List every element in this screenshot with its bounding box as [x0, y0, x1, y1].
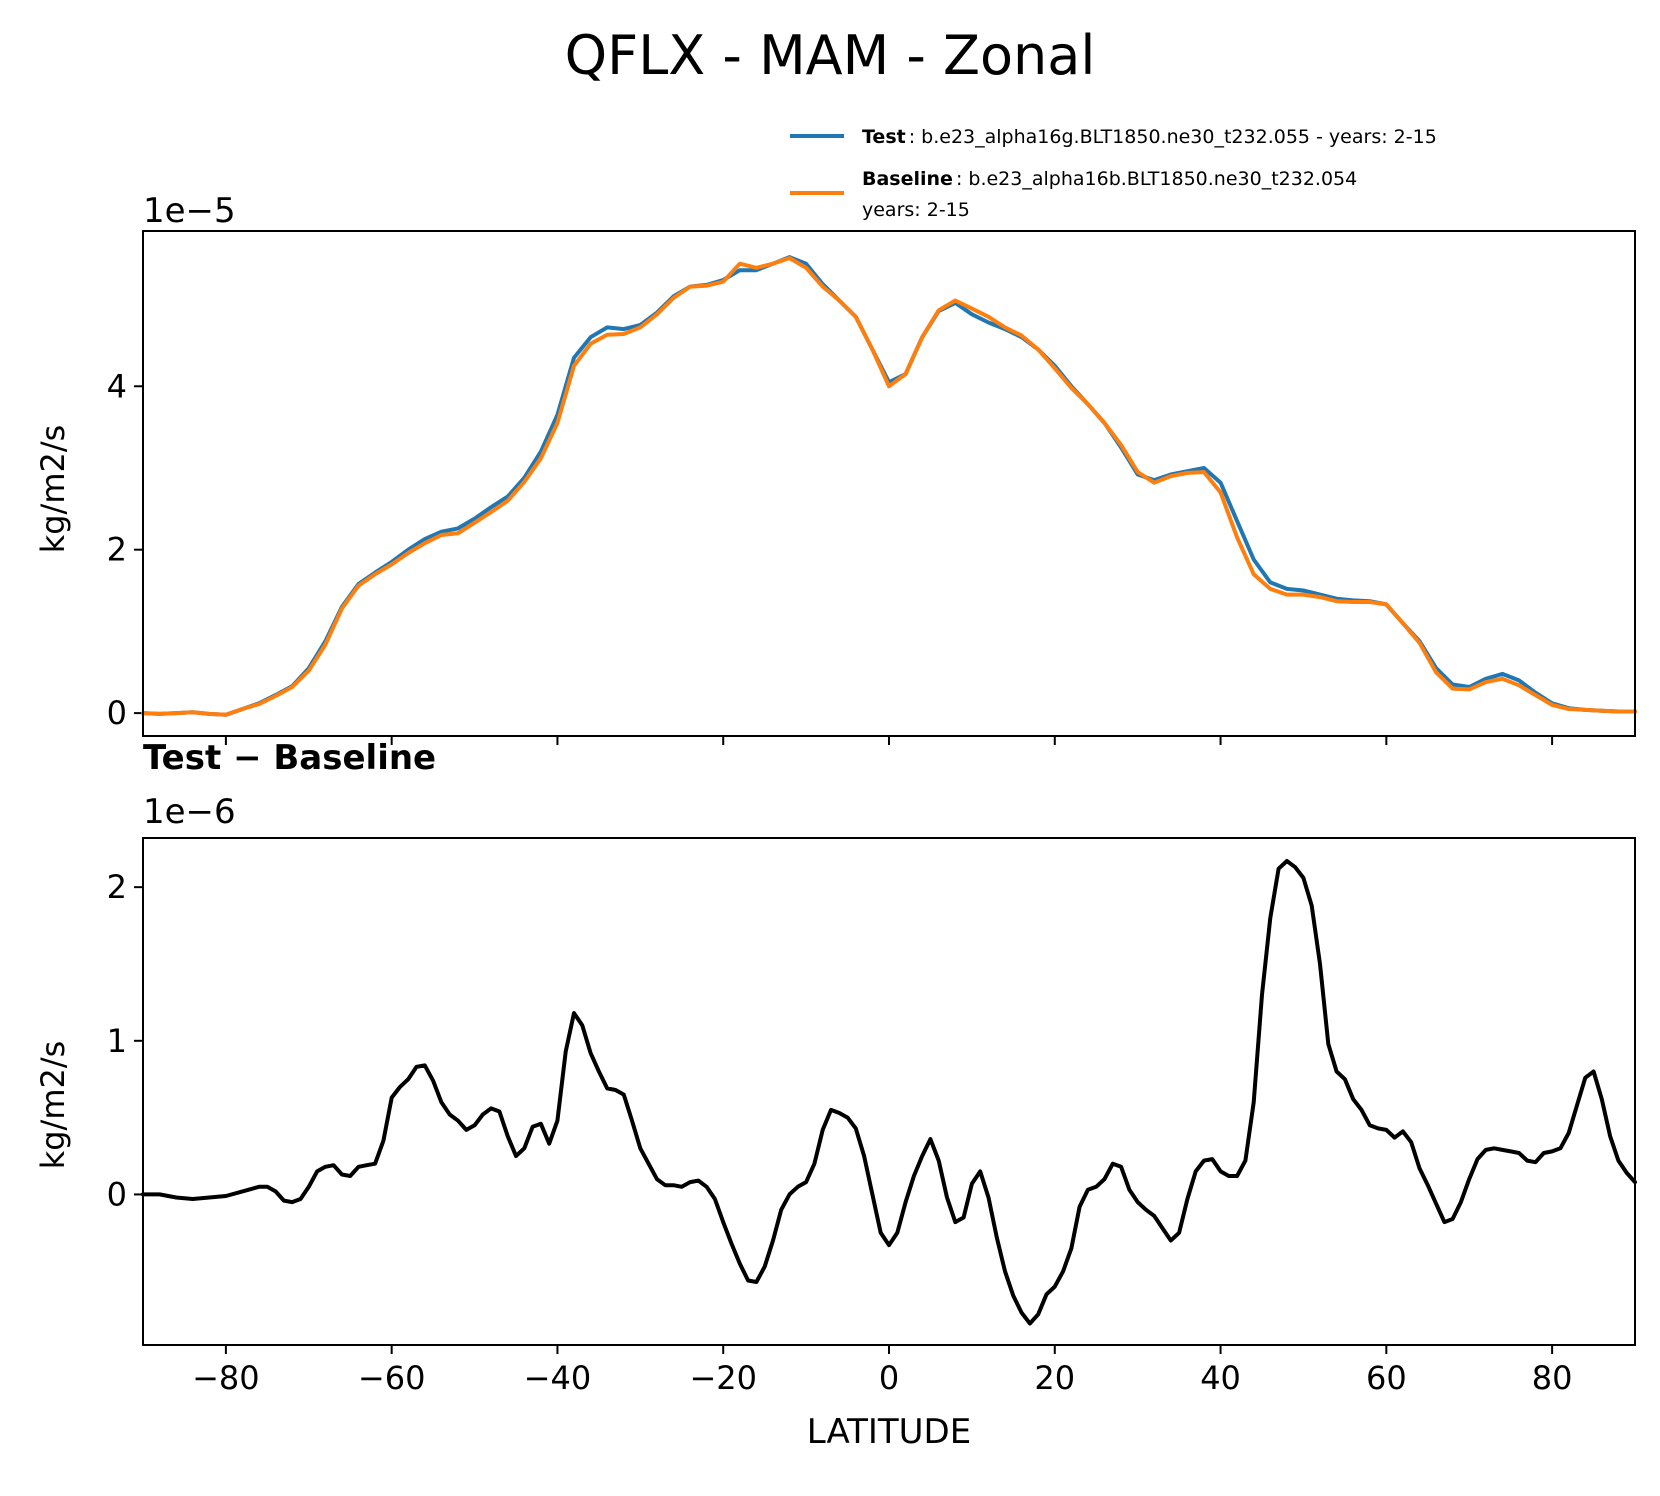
bottom-xtick-label: 20 [1034, 1359, 1075, 1397]
top-series-line-baseline [141, 256, 1637, 717]
top-ytick-label: 0 [107, 694, 127, 732]
top-yticks: 0 2 4 [107, 367, 143, 732]
legend-test-text: : b.e23_alpha16g.BLT1850.ne30_t232.055 -… [909, 126, 1437, 148]
top-plot-frame [142, 230, 1636, 737]
bottom-xtick-label: −20 [689, 1359, 757, 1397]
legend-baseline-text: : b.e23_alpha16b.BLT1850.ne30_t232.054 [956, 168, 1357, 190]
bottom-xtick-label: 40 [1200, 1359, 1241, 1397]
bottom-xtick-label: 0 [879, 1359, 899, 1397]
top-xticks [224, 736, 1554, 745]
bottom-xtick-label: 80 [1532, 1359, 1573, 1397]
legend-baseline-name: Baseline [862, 168, 953, 190]
bottom-series [141, 859, 1637, 1326]
x-axis-label: LATITUDE [807, 1412, 971, 1452]
bottom-xtick-label: −60 [358, 1359, 426, 1397]
bottom-xtick-label: 60 [1366, 1359, 1407, 1397]
bottom-yticks: 0 1 2 [107, 868, 143, 1213]
top-series-line-test [141, 255, 1637, 717]
bottom-plot-frame [142, 837, 1636, 1346]
legend-test-label: Test: b.e23_alpha16g.BLT1850.ne30_t232.0… [862, 126, 1437, 148]
top-ytick-label: 2 [107, 531, 127, 569]
bottom-xticks: −80 −60 −40 −20 0 20 40 60 80 [192, 1345, 1572, 1397]
top-series [141, 255, 1637, 717]
legend-baseline-label: Baseline: b.e23_alpha16b.BLT1850.ne30_t2… [862, 168, 1357, 190]
top-offset-text: 1e−5 [143, 191, 236, 231]
top-ylabel: kg/m2/s [34, 425, 72, 554]
bottom-xtick-label: −80 [192, 1359, 260, 1397]
bottom-ylabel: kg/m2/s [34, 1041, 72, 1170]
legend: Test: b.e23_alpha16g.BLT1850.ne30_t232.0… [790, 126, 1437, 221]
legend-test-name: Test [862, 126, 906, 148]
bottom-ytick-label: 0 [107, 1175, 127, 1213]
bottom-series-line-test-baseline [141, 859, 1637, 1326]
top-ytick-label: 4 [107, 367, 127, 405]
bottom-xtick-label: −40 [524, 1359, 592, 1397]
figure-title: QFLX - MAM - Zonal [565, 24, 1096, 87]
top-panel: 1e−5 kg/m2/s 0 2 4 [34, 191, 1637, 745]
legend-baseline-label-line2: years: 2-15 [862, 199, 970, 221]
bottom-ytick-label: 2 [107, 868, 127, 906]
bottom-ytick-label: 1 [107, 1022, 127, 1060]
bottom-panel: Test − Baseline 1e−6 kg/m2/s 012 −80 −60−… [34, 738, 1637, 1452]
bottom-offset-text: 1e−6 [143, 792, 236, 832]
bottom-title: Test − Baseline [143, 738, 436, 778]
